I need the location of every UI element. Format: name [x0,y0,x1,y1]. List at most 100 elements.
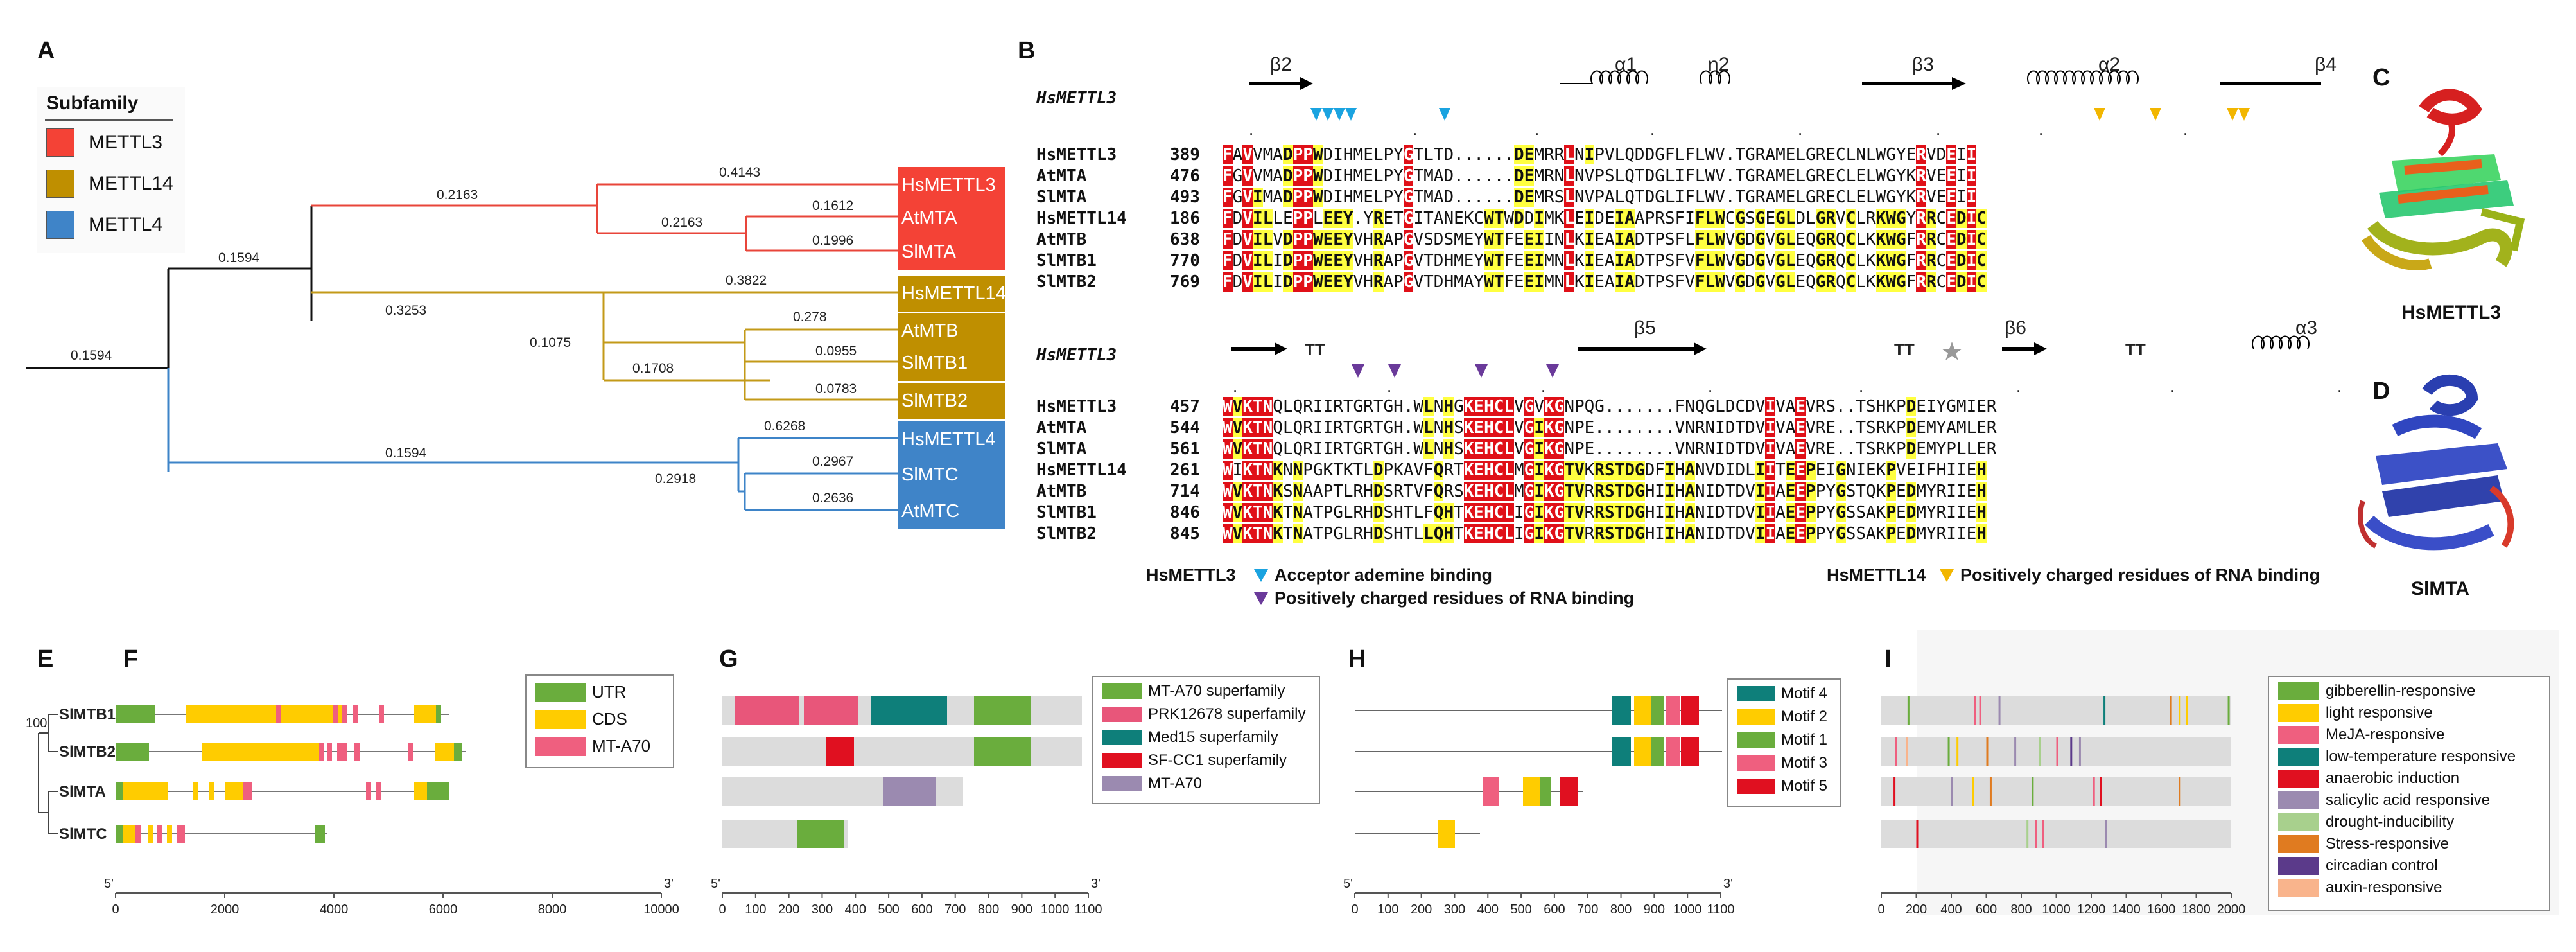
ss-arrowhead [2034,342,2047,355]
star-icon [1942,342,1962,360]
column-dot: . [2170,376,2175,396]
legend-swatch [2278,748,2319,766]
cis-element-mark [2103,696,2106,725]
gene-segment [177,825,185,843]
phylogenetic-tree: 0.1594 0.1594 0.2163 0.4143 0.2163 0.1612 0.19… [26,165,898,511]
panel-g-domains: 0 100 200 300 400 500 600 700 800 900 1000 1100 5' 3' [711,696,1102,917]
legend-swatch [1737,755,1775,771]
sequence-name: SlMTB2 [1036,272,1097,292]
legend-item: MT-A70 [535,736,650,756]
motif-box [1681,696,1699,725]
axis-tick-label: 400 [845,903,866,917]
column-dot: . [1859,376,1863,396]
cis-element-mark [1906,737,1908,766]
panel-letter-b: B [1018,37,1036,64]
legend-label: circadian control [2326,857,2438,874]
legend-item: MT-A70 superfamily [1102,682,1285,700]
branch-length-label: 0.278 [793,310,827,324]
acceptor-triangle-icon [1254,569,1268,582]
sequence-residues: WVKTNQLQRIIRTGRTGH.WLNHSKEHCLVGIKGNPE...… [1223,439,1997,459]
ss-helix [1700,70,1730,85]
ss-helix [1560,70,1648,85]
cis-element-mark [1989,777,1992,806]
sequence-name: SlMTB1 [1036,503,1097,522]
cis-element-mark [2100,777,2102,806]
legend-pos-rna: Positively charged residues of RNA bindi… [1275,588,1635,608]
alignment-row: AtMTA 476 FGVVMADPPWDIHMELPYGTMAD......DEM… [1036,166,1977,186]
legend-item: SF-CC1 superfamily [1102,752,1287,770]
helix-red-icon [2419,89,2483,157]
gene-segment [408,743,413,761]
protein-domain [871,696,947,725]
gene-segment [354,743,360,761]
motif-box [1651,737,1664,766]
legend-swatch [2278,770,2319,788]
legend-swatch [1737,779,1775,794]
panel-letter-c: C [2372,64,2390,91]
legend-label: METTL14 [89,173,173,194]
protein-domain [974,737,1031,766]
legend-swatch [1737,686,1775,701]
axis-tick-label: 1100 [1707,903,1734,917]
cis-element-mark [2093,777,2095,806]
branch-length-label: 0.2918 [655,472,696,486]
panel-i-legend: gibberellin-responsive light responsive Me… [2268,676,2550,911]
gene-segment [342,705,347,723]
legend-item: circadian control [2278,857,2438,875]
axis-tick-label: 400 [1940,903,1962,917]
panel-e-tree: SlMTB1 SlMTB2 SlMTA SlMTC 100 [26,706,116,843]
column-dot: . [1936,119,1940,139]
column-dot: . [1387,376,1391,396]
gene-segment [230,782,243,800]
axis-tick-label: 0 [718,903,726,917]
panel-letter-h: H [1348,646,1366,673]
legend-swatch [2278,879,2319,897]
protein-domain [804,696,858,725]
tree-leaf: HsMETTL4 [898,421,1005,457]
motif-box [1634,696,1651,725]
legend-item: PRK12678 superfamily [1102,705,1305,723]
tree-leaf: AtMTB [898,313,1005,349]
structure-label-c: HsMETTL3 [2401,302,2502,323]
gene-segment [243,782,248,800]
panel-letter-i: I [1884,646,1892,673]
sequence-name: AtMTA [1036,418,1087,437]
structure-label-d: SlMTA [2411,578,2470,599]
gene-segment [116,825,123,843]
rna-purple-triangle-icon [1388,364,1401,378]
ss-label-alpha3: α3 [2295,317,2317,339]
legend-swatch [2278,791,2319,809]
rna-yellow-triangle-icon [2227,108,2238,121]
alignment-row: HsMETTL14 186 FDVILLEPPLEEY.YRETGITANEKCWT… [1036,209,1987,228]
legend-item: MT-A70 [1102,775,1202,793]
rna-yellow-triangle-icon [1940,569,1954,582]
column-dot: . [2039,119,2043,139]
legend-item: anaerobic induction [2278,770,2459,788]
column-dot: . [2337,376,2342,396]
motif-box [1634,737,1651,766]
axis-tick-label: 400 [1477,903,1499,917]
gene-segment [123,782,168,800]
legend-label: light responsive [2326,704,2433,721]
axis-tick-label: 300 [1444,903,1465,917]
sequence-residues: WVKTNKTNATPGLRHDSHTLLQHTKEHCLIGIKGTVRRST… [1223,524,1987,543]
legend-label: METTL3 [89,132,163,153]
axis-tick-label: 2000 [211,903,239,917]
sequence-name: HsMETTL14 [1036,209,1127,228]
legend-swatch [1102,753,1142,768]
legend-pos-rna14: Positively charged residues of RNA bindi… [1960,565,2320,585]
legend-label: auxin-responsive [2326,879,2442,896]
alignment-row: SlMTA 561 WVKTNQLQRIIRTGRTGH.WLNHSKEHCLVGI… [1036,439,1997,459]
alignment-row: AtMTA 544 WVKTNQLQRIIRTGRTGH.WLNHSKEHCLVGI… [1036,418,1997,437]
branch-length-label: 0.6268 [764,419,805,434]
axis-tick-label: 300 [812,903,833,917]
axis-tick-label: 1600 [2147,903,2176,917]
legend-item: Motif 3 [1737,754,1827,772]
ss-arrowhead [1952,77,1966,90]
legend-item: Motif 4 [1737,685,1827,703]
gene-segment [167,825,172,843]
sequence-residues: FGVIMADPPWDIHMELPYGTMAD......DEMRSLNVPAL… [1223,188,1977,207]
promoter-bar [1881,820,2231,848]
axis-start-label: 5' [711,877,720,891]
motif-box [1612,696,1631,725]
